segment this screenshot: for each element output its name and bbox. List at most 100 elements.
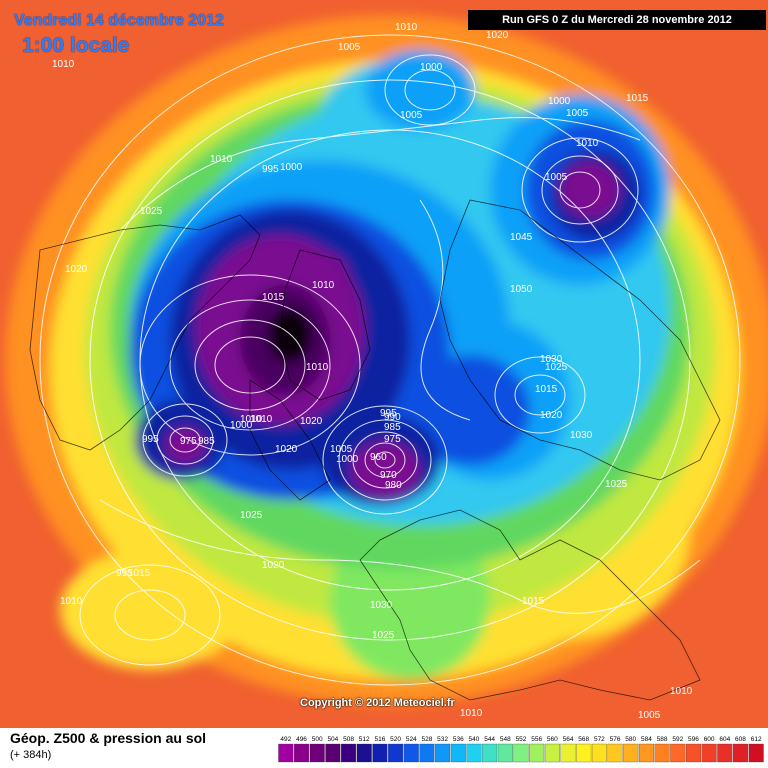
isobar-label: 1010 bbox=[60, 596, 83, 607]
isobar-label: 1005 bbox=[545, 172, 568, 183]
isobar-label: 1030 bbox=[540, 354, 563, 365]
isobar-label: 1025 bbox=[240, 510, 263, 521]
isobar-label: 1005 bbox=[338, 42, 361, 53]
isobar-label: 1020 bbox=[540, 410, 563, 421]
legend-swatch bbox=[732, 743, 748, 763]
isobar-label: 1030 bbox=[370, 600, 393, 611]
legend-tick-label: 500 bbox=[312, 736, 323, 743]
legend-swatch bbox=[748, 743, 764, 763]
isobar-label: 1050 bbox=[510, 284, 533, 295]
legend-tick-label: 520 bbox=[390, 736, 401, 743]
isobar-label: 1010 bbox=[210, 154, 233, 165]
legend-tick-label: 528 bbox=[422, 736, 433, 743]
isobar-label: 1020 bbox=[65, 264, 88, 275]
isobar-label: 1015 bbox=[128, 568, 151, 579]
legend-tick-label: 604 bbox=[719, 736, 730, 743]
product-title: Géop. Z500 & pression au sol bbox=[10, 730, 207, 746]
geopotential-map: 1010100510001010101510201000100510101005… bbox=[5, 15, 768, 721]
isobar-label: 1010 bbox=[240, 414, 263, 425]
legend-swatch bbox=[576, 743, 592, 763]
isobar-label: 975 bbox=[180, 436, 197, 447]
isobar-label: 1010 bbox=[576, 138, 599, 149]
legend-tick-label: 568 bbox=[578, 736, 589, 743]
legend-tick-label: 552 bbox=[516, 736, 527, 743]
legend-tick-label: 544 bbox=[484, 736, 495, 743]
legend-swatch bbox=[466, 743, 482, 763]
isobar-label: 1045 bbox=[510, 232, 533, 243]
color-scale-legend: 492 496 500 504 508 512 516 520 524 528 532 536 540 5… bbox=[278, 736, 764, 763]
isobar-label: 1005 bbox=[330, 444, 353, 455]
legend-tick-label: 596 bbox=[688, 736, 699, 743]
isobar-label: 1000 bbox=[336, 454, 359, 465]
legend-footer: Géop. Z500 & pression au sol (+ 384h) 49… bbox=[0, 728, 768, 768]
isobar-label: 1015 bbox=[535, 384, 558, 395]
isobar-label: 960 bbox=[370, 452, 387, 463]
legend-tick-label: 516 bbox=[374, 736, 385, 743]
run-banner: Run GFS 0 Z du Mercredi 28 novembre 2012 bbox=[468, 10, 766, 30]
isobar-label: 1005 bbox=[566, 108, 589, 119]
legend-swatch bbox=[654, 743, 670, 763]
legend-swatch bbox=[497, 743, 513, 763]
legend-swatch bbox=[544, 743, 560, 763]
isobar-label: 1030 bbox=[570, 430, 593, 441]
isobar-label: 1010 bbox=[312, 280, 335, 291]
legend-swatch bbox=[623, 743, 639, 763]
purple-zone-siberia bbox=[560, 162, 620, 218]
isobar-label: 1010 bbox=[460, 708, 483, 719]
legend-swatch bbox=[670, 743, 686, 763]
yellow-zone-pacific bbox=[60, 550, 240, 670]
isobar-label: 1025 bbox=[545, 362, 568, 373]
isobar-label: 990 bbox=[384, 412, 401, 423]
legend-swatch bbox=[309, 743, 325, 763]
legend-tick-label: 588 bbox=[657, 736, 668, 743]
forecast-lead-time: (+ 384h) bbox=[10, 749, 52, 761]
legend-swatch bbox=[685, 743, 701, 763]
coastlines bbox=[29, 199, 721, 701]
isobar-label: 985 bbox=[198, 436, 215, 447]
legend-tick-label: 532 bbox=[437, 736, 448, 743]
forecast-local-time: 1:00 locale bbox=[22, 34, 130, 57]
legend-swatch bbox=[341, 743, 357, 763]
legend-tick-label: 548 bbox=[500, 736, 511, 743]
legend-tick-label: 592 bbox=[672, 736, 683, 743]
legend-tick-label: 576 bbox=[610, 736, 621, 743]
isobar-label: 1020 bbox=[300, 416, 323, 427]
isobar-label: 1010 bbox=[670, 686, 693, 697]
legend-tick-label: 572 bbox=[594, 736, 605, 743]
legend-tick-label: 504 bbox=[327, 736, 338, 743]
legend-tick-label: 540 bbox=[469, 736, 480, 743]
color-fields bbox=[5, 15, 768, 705]
legend-swatch bbox=[388, 743, 404, 763]
isobar-label: 1000 bbox=[230, 420, 253, 431]
legend-swatch bbox=[356, 743, 372, 763]
legend-tick-label: 512 bbox=[359, 736, 370, 743]
legend-swatch bbox=[278, 743, 294, 763]
legend-swatch bbox=[638, 743, 654, 763]
isobar-label: 1015 bbox=[522, 596, 545, 607]
legend-swatch bbox=[560, 743, 576, 763]
legend-swatch bbox=[403, 743, 419, 763]
isobar-label: 1025 bbox=[140, 206, 163, 217]
pressure-labels: 1010100510001010101510201000100510101005… bbox=[52, 22, 693, 721]
legend-swatch bbox=[419, 743, 435, 763]
isobar-label: 995 bbox=[262, 164, 279, 175]
legend-swatch bbox=[294, 743, 310, 763]
copyright-notice: Copyright © 2012 Meteociel.fr bbox=[300, 697, 455, 709]
isobar-label: 1015 bbox=[626, 93, 649, 104]
isobar-label: 1020 bbox=[275, 444, 298, 455]
legend-swatch bbox=[513, 743, 529, 763]
isobar-label: 975 bbox=[384, 434, 401, 445]
legend-tick-label: 612 bbox=[751, 736, 762, 743]
isobar-label: 980 bbox=[385, 480, 402, 491]
legend-swatch bbox=[717, 743, 733, 763]
legend-tick-label: 560 bbox=[547, 736, 558, 743]
isobar-label: 985 bbox=[384, 422, 401, 433]
isobar-label: 1000 bbox=[548, 96, 571, 107]
legend-swatch bbox=[482, 743, 498, 763]
legend-tick-label: 584 bbox=[641, 736, 652, 743]
legend-tick-label: 608 bbox=[735, 736, 746, 743]
isobar-label: 995 bbox=[116, 568, 133, 579]
legend-tick-label: 564 bbox=[563, 736, 574, 743]
forecast-date: Vendredi 14 décembre 2012 bbox=[14, 12, 224, 29]
isobar-label: 1020 bbox=[486, 30, 509, 41]
